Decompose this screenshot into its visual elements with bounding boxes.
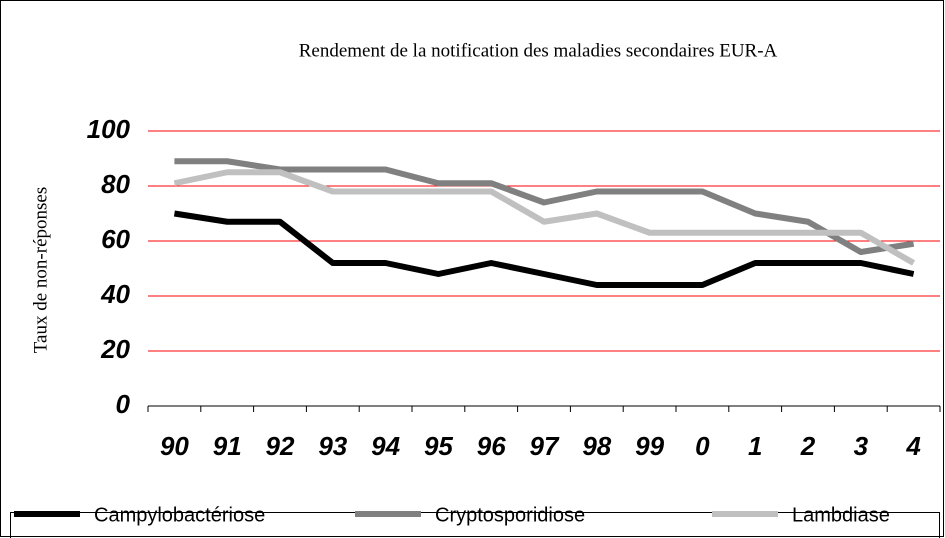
legend-label: Campylobactériose xyxy=(94,504,265,526)
x-tick-label: 4 xyxy=(905,431,921,461)
y-tick-label: 40 xyxy=(100,279,130,309)
y-tick-label: 80 xyxy=(101,169,130,199)
x-tick-label: 98 xyxy=(582,431,611,461)
x-tick-label: 93 xyxy=(318,431,347,461)
y-tick-label: 60 xyxy=(101,224,130,254)
x-tick-label: 0 xyxy=(695,431,710,461)
y-tick-label: 0 xyxy=(116,389,131,419)
series-line xyxy=(173,210,915,288)
x-tick-label: 2 xyxy=(800,431,816,461)
x-tick-label: 97 xyxy=(530,431,560,461)
series-line xyxy=(174,158,915,255)
x-tick-label: 99 xyxy=(635,431,664,461)
y-tick-label: 20 xyxy=(100,334,130,364)
y-axis-label: Taux de non-réponses xyxy=(30,187,51,353)
x-tick-label: 91 xyxy=(213,431,242,461)
y-tick-label: 100 xyxy=(87,114,131,144)
x-tick-label: 95 xyxy=(424,431,453,461)
x-tick-label: 92 xyxy=(266,431,295,461)
legend-box xyxy=(10,512,940,538)
x-tick-label: 96 xyxy=(477,431,506,461)
legend-label: Lambdiase xyxy=(792,504,890,526)
series-line xyxy=(173,169,916,266)
x-tick-label: 1 xyxy=(748,431,762,461)
chart-title: Rendement de la notification des maladie… xyxy=(299,40,778,61)
legend-label: Cryptosporidiose xyxy=(435,504,585,526)
x-tick-label: 90 xyxy=(160,431,189,461)
x-tick-label: 94 xyxy=(371,431,400,461)
x-tick-label: 3 xyxy=(854,431,869,461)
